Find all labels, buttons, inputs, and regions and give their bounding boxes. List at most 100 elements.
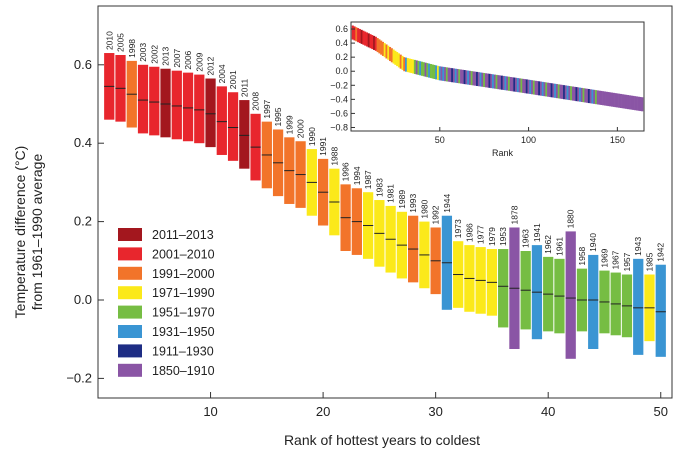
inset-bar	[632, 95, 635, 110]
inset-bar	[389, 46, 392, 62]
main-medians	[104, 85, 666, 313]
inset-bar	[532, 80, 535, 95]
inset-bar	[506, 76, 509, 91]
year-label-1979: 1979	[487, 227, 497, 246]
year-label-1998: 1998	[127, 39, 137, 58]
inset-bar	[447, 67, 450, 82]
inset-bar	[474, 71, 477, 86]
inset-bar	[609, 92, 612, 107]
y-tick-label: 0.4	[74, 135, 92, 150]
inset-y-tick-label: −0.8	[330, 122, 348, 132]
year-label-1997: 1997	[262, 99, 272, 118]
inset-bar	[420, 61, 424, 76]
inset-bar	[357, 28, 360, 43]
y-axis-title-line-2: from 1961–1990 average	[29, 154, 45, 311]
inset-bar	[406, 58, 409, 73]
inset-bar	[508, 76, 511, 91]
inset-bar	[438, 66, 441, 81]
year-label-1969: 1969	[599, 248, 609, 267]
year-label-1988: 1988	[329, 146, 339, 165]
inset-bar	[520, 78, 523, 93]
year-label-2002: 2002	[149, 45, 159, 64]
inset-bar	[461, 69, 464, 84]
legend-swatch	[118, 286, 142, 300]
inset-bar	[355, 27, 358, 42]
inset-bar	[408, 58, 411, 73]
inset-bar	[586, 88, 589, 103]
year-label-2001: 2001	[228, 70, 238, 89]
inset-bar	[614, 93, 617, 108]
inset-bar	[401, 55, 404, 70]
inset-bar	[616, 93, 619, 108]
inset-bar	[527, 79, 530, 94]
year-label-2003: 2003	[138, 43, 148, 62]
year-label-1994: 1994	[352, 166, 362, 185]
inset-y-tick-label: 0.0	[335, 66, 348, 76]
inset-bar	[381, 41, 385, 56]
inset-bar	[449, 67, 452, 82]
inset-bar	[488, 73, 491, 88]
y-tick-label: 0.0	[74, 292, 92, 307]
inset-bar	[477, 72, 480, 87]
inset-bar	[373, 35, 376, 50]
year-label-1958: 1958	[577, 246, 587, 265]
bar-rank-6	[160, 68, 171, 138]
inset-x-tick-label: 150	[610, 135, 625, 145]
inset-bar	[476, 71, 479, 86]
bar-rank-4	[137, 64, 149, 134]
year-label-1953: 1953	[498, 227, 508, 246]
inset-bar	[584, 88, 587, 103]
year-label-1957: 1957	[622, 252, 632, 271]
bar-rank-8	[182, 72, 194, 142]
inset-bar	[369, 34, 372, 49]
inset-bar	[555, 84, 559, 99]
inset-chart: 0.6 0.4 0.2 0.0 −0.2 −0.4 −0.6 −0.8 50 100 150 Rank	[330, 21, 645, 158]
inset-bar	[458, 69, 461, 84]
inset-bar	[483, 72, 486, 88]
inset-bar	[360, 29, 363, 44]
bar-rank-11	[216, 86, 227, 155]
legend-label: 1951–1970	[152, 306, 215, 320]
inset-x-tick-label: 50	[435, 135, 445, 145]
inset-bar	[399, 54, 402, 69]
inset-y-tick-label: 0.4	[335, 38, 348, 48]
inset-bar	[413, 59, 416, 74]
year-label-2011: 2011	[239, 79, 249, 98]
inset-bar	[626, 95, 630, 110]
year-label-1990: 1990	[307, 127, 317, 146]
inset-bar	[454, 68, 457, 83]
inset-bar	[559, 84, 562, 99]
inset-bar	[582, 88, 585, 103]
inset-bar	[511, 77, 514, 92]
inset-bar	[568, 85, 571, 101]
inset-bar	[371, 35, 374, 50]
inset-bar	[440, 66, 443, 81]
inset-bar	[635, 96, 638, 111]
inset-bar	[598, 90, 601, 105]
inset-y-tick-label: −0.4	[330, 94, 348, 104]
inset-bar	[392, 49, 395, 64]
y-tick-label: 0.2	[74, 214, 92, 229]
inset-bar	[641, 97, 644, 112]
year-label-1987: 1987	[363, 170, 373, 189]
inset-y-tick-label: 0.2	[335, 52, 348, 62]
inset-bar	[433, 64, 436, 79]
inset-bar	[500, 75, 503, 90]
inset-bar	[364, 31, 367, 46]
year-label-1977: 1977	[476, 225, 486, 244]
year-label-1878: 1878	[509, 205, 519, 224]
inset-bar	[523, 79, 527, 94]
inset-bar	[385, 44, 388, 59]
inset-bar	[472, 71, 475, 86]
inset-bar	[486, 73, 489, 88]
inset-bar	[563, 85, 566, 100]
year-label-1961: 1961	[554, 237, 564, 256]
year-label-1980: 1980	[419, 199, 429, 218]
year-label-2010: 2010	[104, 31, 114, 50]
inset-bar	[463, 70, 466, 85]
inset-bar	[591, 89, 594, 104]
inset-bar	[550, 83, 553, 98]
legend-label: 2001–2010	[152, 247, 215, 261]
legend-swatch	[118, 363, 142, 377]
inset-bar	[451, 68, 454, 83]
